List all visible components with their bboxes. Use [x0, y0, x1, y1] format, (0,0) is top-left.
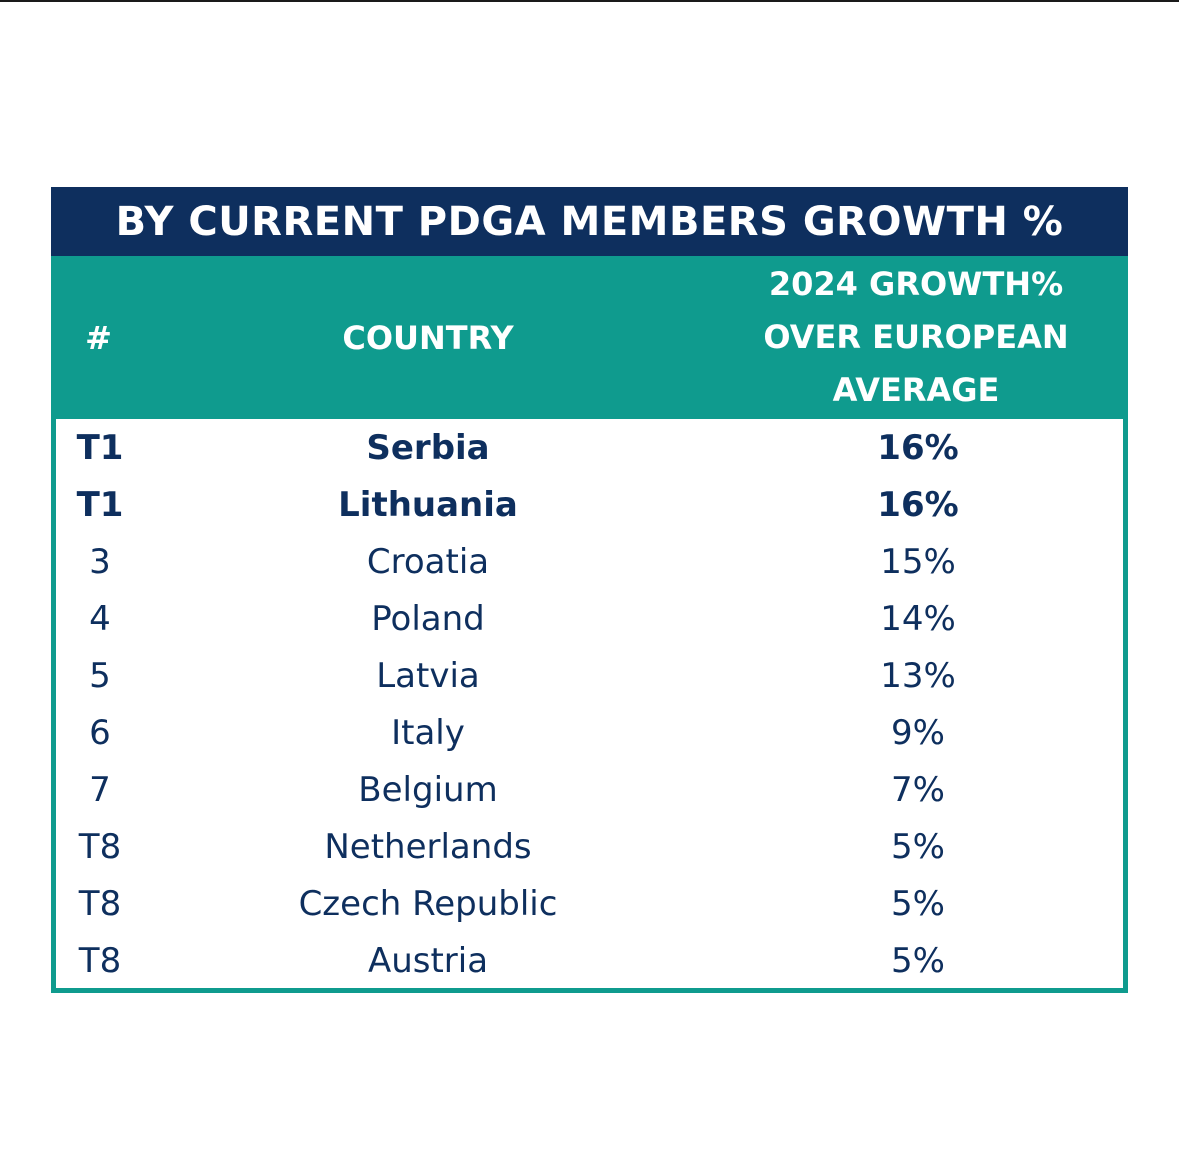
rank-cell: T1 — [76, 484, 124, 525]
table-header: # COUNTRY 2024 GROWTH% OVER EUROPEAN AVE… — [51, 256, 1128, 419]
rank-cell: 4 — [89, 598, 111, 639]
growth-cell: 16% — [877, 427, 959, 468]
column-header-country: COUNTRY — [342, 318, 514, 357]
growth-header-line: 2024 GROWTH% — [768, 265, 1064, 303]
table-row: 6 Italy 9% — [51, 704, 1128, 761]
country-cell: Belgium — [358, 769, 498, 810]
country-cell: Croatia — [366, 541, 490, 582]
table-row: 5 Latvia 13% — [51, 647, 1128, 704]
country-cell: Latvia — [376, 655, 480, 696]
country-cell: Netherlands — [324, 826, 532, 867]
growth-cell: 5% — [891, 826, 945, 867]
table-row: T8 Netherlands 5% — [51, 818, 1128, 875]
growth-cell: 16% — [877, 484, 959, 525]
table-row: 7 Belgium 7% — [51, 761, 1128, 818]
table-row: T1 Lithuania 16% — [51, 476, 1128, 533]
rank-cell: T8 — [78, 826, 122, 867]
rank-cell: T8 — [78, 940, 122, 981]
growth-cell: 15% — [880, 541, 956, 582]
country-cell: Italy — [391, 712, 465, 753]
column-header-rank: # — [85, 318, 112, 357]
rank-cell: T1 — [76, 427, 124, 468]
country-cell: Austria — [367, 940, 489, 981]
top-divider — [0, 0, 1179, 2]
growth-cell: 5% — [891, 883, 945, 924]
country-cell: Serbia — [366, 427, 490, 468]
rank-cell: 5 — [89, 655, 111, 696]
rank-cell: T8 — [78, 883, 122, 924]
table-title: BY CURRENT PDGA MEMBERS GROWTH % — [51, 187, 1128, 256]
table-row: 4 Poland 14% — [51, 590, 1128, 647]
growth-header-line: OVER EUROPEAN — [763, 318, 1069, 356]
growth-cell: 7% — [891, 769, 945, 810]
rank-cell: 6 — [89, 712, 111, 753]
ranking-table: BY CURRENT PDGA MEMBERS GROWTH % # COUNT… — [51, 187, 1128, 993]
rank-cell: 7 — [89, 769, 111, 810]
growth-cell: 9% — [891, 712, 945, 753]
country-cell: Poland — [371, 598, 485, 639]
table-body: T1 Serbia 16% T1 Lithuania 16% 3 Croatia… — [51, 419, 1128, 989]
column-header-growth: 2024 GROWTH% OVER EUROPEAN AVERAGE — [726, 256, 1106, 419]
country-cell: Czech Republic — [298, 883, 558, 924]
table-row: T8 Austria 5% — [51, 932, 1128, 989]
country-cell: Lithuania — [338, 484, 518, 525]
table-row: 3 Croatia 15% — [51, 533, 1128, 590]
growth-header-line: AVERAGE — [832, 371, 1000, 409]
rank-cell: 3 — [89, 541, 111, 582]
growth-cell: 14% — [880, 598, 956, 639]
table-row: T8 Czech Republic 5% — [51, 875, 1128, 932]
growth-cell: 5% — [891, 940, 945, 981]
growth-cell: 13% — [880, 655, 956, 696]
table-row: T1 Serbia 16% — [51, 419, 1128, 476]
